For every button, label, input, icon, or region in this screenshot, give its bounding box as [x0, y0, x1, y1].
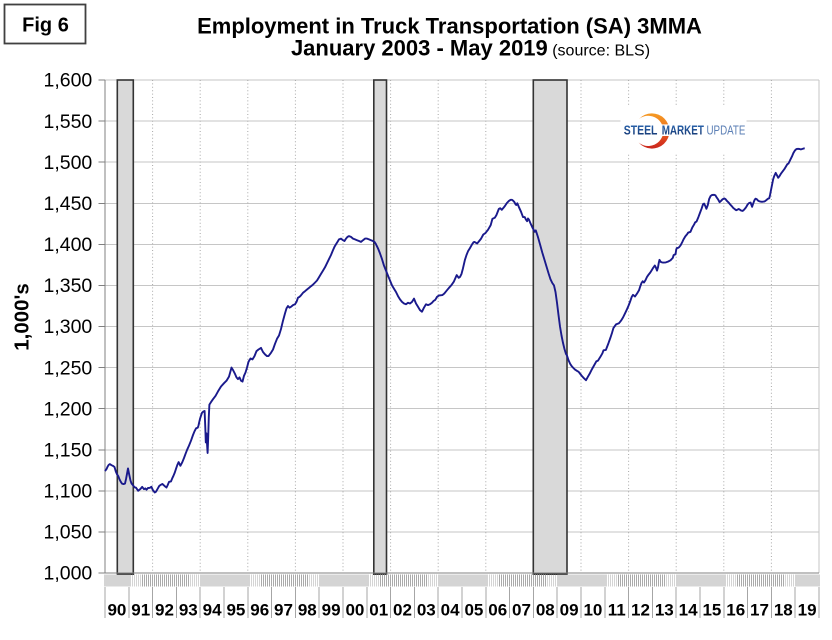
svg-text:99: 99: [322, 601, 341, 620]
svg-text:98: 98: [298, 601, 317, 620]
svg-text:14: 14: [679, 601, 698, 620]
svg-text:05: 05: [464, 601, 483, 620]
svg-text:11: 11: [608, 601, 626, 620]
svg-text:17: 17: [750, 601, 769, 620]
svg-text:90: 90: [107, 601, 126, 620]
svg-text:93: 93: [179, 601, 198, 620]
svg-text:16: 16: [726, 601, 745, 620]
svg-text:1,450: 1,450: [43, 193, 92, 215]
svg-text:1,550: 1,550: [43, 111, 92, 133]
svg-text:Fig 6: Fig 6: [22, 15, 69, 37]
svg-text:1,050: 1,050: [43, 522, 92, 544]
svg-text:1,300: 1,300: [43, 316, 92, 338]
svg-text:1,000: 1,000: [43, 563, 92, 585]
svg-text:10: 10: [583, 601, 602, 620]
svg-text:Employment in Truck Transporta: Employment in Truck Transportation (SA) …: [197, 14, 702, 39]
svg-text:MARKET: MARKET: [662, 123, 704, 138]
svg-text:12: 12: [631, 601, 650, 620]
svg-text:1,600: 1,600: [43, 70, 92, 92]
svg-text:03: 03: [417, 601, 436, 620]
svg-text:09: 09: [560, 601, 579, 620]
svg-text:1,250: 1,250: [43, 357, 92, 379]
svg-text:1,350: 1,350: [43, 275, 92, 297]
svg-text:13: 13: [655, 601, 674, 620]
svg-text:92: 92: [155, 601, 174, 620]
svg-text:18: 18: [774, 601, 793, 620]
svg-text:15: 15: [702, 601, 721, 620]
svg-text:1,100: 1,100: [43, 481, 92, 503]
svg-text:01: 01: [369, 601, 388, 620]
svg-text:1,000's: 1,000's: [11, 283, 34, 351]
svg-text:95: 95: [226, 601, 245, 620]
svg-text:19: 19: [798, 601, 817, 620]
svg-text:1,200: 1,200: [43, 398, 92, 420]
svg-text:02: 02: [393, 601, 412, 620]
svg-text:1,400: 1,400: [43, 234, 92, 256]
svg-text:1,150: 1,150: [43, 439, 92, 461]
svg-text:1,500: 1,500: [43, 152, 92, 174]
svg-text:STEEL: STEEL: [624, 123, 658, 138]
svg-text:06: 06: [488, 601, 507, 620]
svg-text:91: 91: [131, 601, 150, 620]
svg-text:94: 94: [203, 601, 222, 620]
svg-text:UPDATE: UPDATE: [707, 123, 746, 138]
svg-text:08: 08: [536, 601, 555, 620]
svg-text:04: 04: [441, 601, 460, 620]
svg-text:00: 00: [345, 601, 364, 620]
svg-text:January 2003 - May 2019 (sourc: January 2003 - May 2019 (source: BLS): [291, 36, 650, 61]
svg-text:97: 97: [274, 601, 293, 620]
svg-text:96: 96: [250, 601, 269, 620]
svg-text:07: 07: [512, 601, 531, 620]
